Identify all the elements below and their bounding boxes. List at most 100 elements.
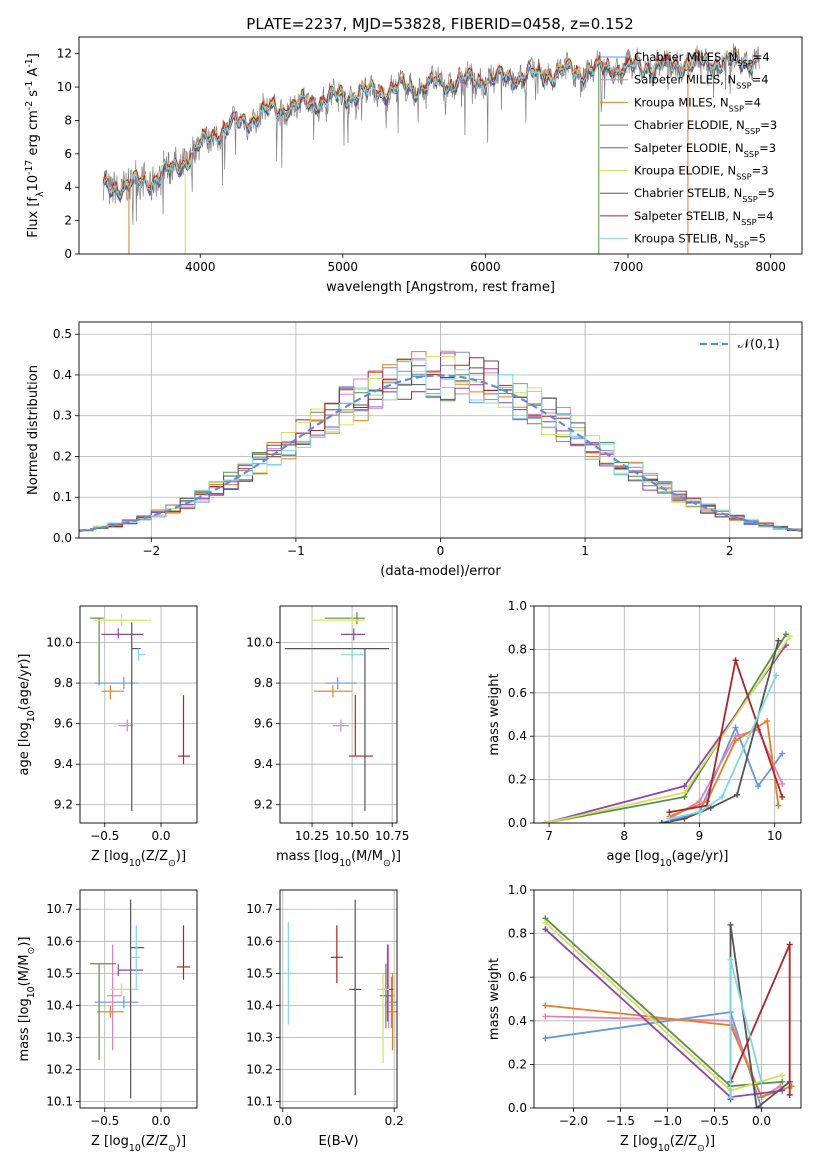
model-spectrum — [102, 45, 760, 197]
y-tick-label: 10.4 — [246, 998, 273, 1012]
x-tick-label: 7000 — [613, 260, 644, 274]
x-axis-label: mass [log10(M/M⊙)] — [276, 849, 401, 869]
x-tick-label: −2.0 — [559, 1114, 588, 1128]
axes-spectrum: 4000 5000 6000 7000 8000 0 2 4 6 8 10 12 wavelength … — [24, 36, 803, 295]
y-tick-label: 10.3 — [46, 1030, 73, 1044]
mass-weight-line — [669, 656, 784, 813]
x-tick-label: 5000 — [328, 260, 359, 274]
legend-label: Salpeter STELIB, NSSP=4 — [634, 209, 774, 227]
mass-weight-line — [668, 728, 784, 820]
plot-area — [282, 899, 397, 1096]
x-tick-label: −0.5 — [700, 1114, 729, 1128]
y-tick-label: 10.3 — [246, 1030, 273, 1044]
y-tick-label: 10.2 — [246, 1063, 273, 1077]
y-tick-label: 10.1 — [46, 1095, 73, 1109]
legend-label: Kroupa MILES, NSSP=4 — [634, 95, 761, 113]
x-axis-label: E(B-V) — [318, 1134, 358, 1149]
y-tick-label: 1.0 — [508, 883, 527, 897]
plot-area — [542, 631, 793, 823]
gaussian-legend-label: 𝒩(0,1) — [738, 336, 780, 351]
axes-frame — [533, 889, 802, 1109]
y-tick-label: 9.4 — [254, 757, 273, 771]
axes-age_vs_mass: 10.25 10.50 10.75 9.2 9.4 9.6 9.8 10.0 mass [log… — [246, 605, 409, 869]
legend-label: Salpeter ELODIE, NSSP=3 — [634, 141, 776, 159]
x-tick-label: 1 — [581, 544, 589, 558]
axes-frame — [79, 605, 198, 824]
legend-label: Chabrier ELODIE, NSSP=3 — [634, 118, 777, 136]
y-tick-label: 9.6 — [54, 717, 73, 731]
y-tick-label: 0.0 — [508, 816, 527, 830]
axes-age_vs_Z: −0.5 0.0 9.2 9.4 9.6 9.8 10.0 Z [log10(Z/Z⊙)] ag… — [17, 605, 198, 869]
y-tick-label: 6 — [64, 147, 72, 161]
y-axis-label: mass weight — [487, 958, 502, 1040]
x-tick-label: 10 — [767, 829, 782, 843]
y-tick-label: 10.7 — [46, 902, 73, 916]
mass-weight-line — [729, 924, 791, 1108]
y-tick-label: 0.0 — [508, 1101, 527, 1115]
y-tick-label: 10.6 — [46, 934, 73, 948]
y-tick-label: 0 — [64, 247, 72, 261]
y-tick-label: 2 — [64, 214, 72, 228]
x-tick-label: 6000 — [470, 260, 501, 274]
axes-frame — [279, 605, 398, 824]
x-axis-label: (data-model)/error — [380, 564, 501, 579]
mass-weight-line — [729, 944, 791, 1095]
mass-weight-line — [544, 922, 783, 1092]
y-tick-label: 9.2 — [254, 798, 273, 812]
plot-area — [102, 43, 760, 254]
axes-massweight_vs_age: 7 8 9 10 0.0 0.2 0.4 0.6 0.8 1.0 age [log10(age/yr… — [487, 599, 802, 869]
y-axis-label: Normed distribution — [26, 365, 41, 495]
y-tick-label: 9.8 — [254, 676, 273, 690]
axes-frame — [78, 36, 803, 255]
axes-mass_vs_Z: −0.5 0.0 10.1 10.2 10.3 10.4 10.5 10.6 10.7 Z [lo… — [17, 889, 198, 1154]
spectrum-legend: Chabrier MILES, NSSP=4 Salpeter MILES, NS… — [600, 50, 777, 250]
figure-title: PLATE=2237, MJD=53828, FIBERID=0458, z=0… — [246, 15, 633, 33]
y-tick-label: 9.4 — [54, 757, 73, 771]
y-axis-label: Flux [fλ10-17 erg cm-2 s-1 A-1] — [24, 53, 46, 238]
x-tick-label: −0.5 — [90, 1114, 119, 1128]
x-tick-label: 4000 — [185, 260, 216, 274]
axes-massweight_vs_Z: −2.0 −1.5 −1.0 −0.5 0.0 0.0 0.2 0.4 0.6 0.8 1.0 Z [… — [487, 883, 802, 1154]
legend-label: Kroupa STELIB, NSSP=5 — [634, 232, 766, 250]
x-tick-label: 8000 — [755, 260, 786, 274]
y-tick-label: 0.4 — [53, 368, 72, 382]
y-tick-label: 10.6 — [246, 934, 273, 948]
axes-frame — [533, 605, 802, 824]
legend-label: Chabrier STELIB, NSSP=5 — [634, 186, 775, 204]
x-axis-label: Z [log10(Z/Z⊙)] — [91, 1134, 186, 1154]
plot-area — [284, 612, 389, 811]
y-tick-label: 10.1 — [246, 1095, 273, 1109]
y-tick-label: 9.2 — [54, 798, 73, 812]
y-tick-label: 0.2 — [508, 1057, 527, 1071]
y-tick-label: 0.6 — [508, 970, 527, 984]
y-tick-label: 0.4 — [508, 729, 527, 743]
y-tick-label: 0.8 — [508, 642, 527, 656]
x-tick-label: 9 — [696, 829, 704, 843]
y-tick-label: 9.6 — [254, 717, 273, 731]
x-tick-label: 10.50 — [335, 829, 369, 843]
y-tick-label: 0.1 — [53, 490, 72, 504]
x-tick-label: −1 — [287, 544, 305, 558]
x-tick-label: 7 — [545, 829, 553, 843]
y-tick-label: 0.3 — [53, 409, 72, 423]
x-axis-label: age [log10(age/yr)] — [607, 849, 729, 869]
residual-histogram — [79, 359, 802, 532]
residual-histogram — [79, 352, 802, 531]
y-tick-label: 10.0 — [246, 636, 273, 650]
plot-area — [542, 915, 795, 1108]
y-tick-label: 10 — [57, 80, 72, 94]
y-tick-label: 4 — [64, 180, 72, 194]
plot-area — [79, 350, 802, 532]
x-tick-label: 2 — [726, 544, 734, 558]
gaussian-curve — [79, 374, 802, 532]
legend-label: Kroupa ELODIE, NSSP=3 — [634, 164, 769, 182]
y-tick-label: 10.2 — [46, 1063, 73, 1077]
axes-mass_vs_EBV: 0.0 0.2 10.1 10.2 10.3 10.4 10.5 10.6 10.7 E(B-V) — [246, 889, 404, 1149]
y-tick-label: 10.0 — [46, 636, 73, 650]
x-tick-label: 0.0 — [752, 1114, 771, 1128]
plot-area — [90, 899, 191, 1099]
legend-label: Chabrier MILES, NSSP=4 — [634, 50, 770, 68]
x-tick-label: 0.0 — [151, 1114, 170, 1128]
x-tick-label: −1.5 — [606, 1114, 635, 1128]
axes-residuals: −2 −1 0 1 2 0.0 0.1 0.2 0.3 0.4 0.5 (data-model)/er… — [26, 321, 803, 579]
